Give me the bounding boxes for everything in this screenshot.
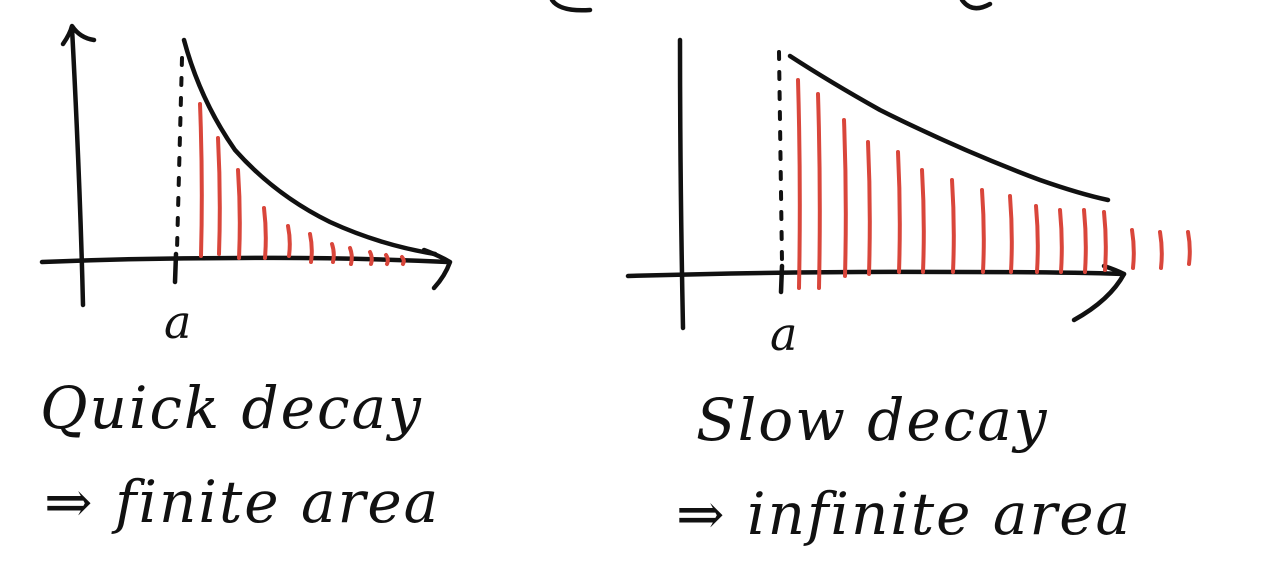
shading-stroke: [1008, 194, 1014, 274]
shading-stroke: [330, 242, 336, 264]
point-a-label: a: [770, 307, 797, 361]
shading-stroke: [1158, 230, 1164, 270]
a-tick: [778, 263, 785, 295]
finite-area-shading: [198, 102, 406, 266]
shading-stroke: [866, 140, 872, 276]
infinite-area-caption: ⇒ infinite area: [676, 480, 1132, 548]
x-axis-arrowhead: [1071, 263, 1127, 323]
shading-stroke: [262, 206, 268, 260]
finite-area-caption: ⇒ finite area: [44, 468, 440, 536]
slow-decay-caption: Slow decay: [696, 386, 1049, 454]
shading-stroke: [384, 253, 390, 266]
shading-stroke: [796, 78, 802, 290]
shading-stroke: [816, 92, 822, 290]
shading-stroke: [950, 178, 956, 274]
shading-stroke: [216, 136, 222, 256]
point-a-label: a: [164, 295, 191, 349]
cropped-heading-stroke: [549, 0, 593, 13]
a-dashed-line: [175, 56, 184, 252]
y-axis: [69, 25, 86, 308]
quick-decay-panel: a Quick decay ⇒ finite area: [39, 23, 453, 536]
cropped-heading-stroke: [959, 0, 993, 11]
shading-stroke: [1058, 208, 1064, 274]
shading-stroke: [1102, 210, 1108, 272]
a-dashed-line: [777, 50, 784, 264]
shading-stroke: [286, 224, 292, 258]
shading-stroke: [236, 168, 242, 260]
shading-stroke: [368, 250, 374, 266]
a-tick: [172, 251, 179, 285]
shading-stroke: [920, 168, 926, 274]
x-axis-arrowhead: [421, 247, 453, 291]
shading-stroke: [1186, 230, 1192, 266]
shading-stroke: [308, 232, 314, 264]
shading-stroke: [1130, 228, 1136, 270]
quick-decay-caption: Quick decay: [40, 374, 423, 442]
shading-stroke: [896, 150, 902, 274]
shading-stroke: [980, 188, 986, 274]
infinite-area-shading: [796, 78, 1192, 290]
shading-stroke: [1034, 204, 1040, 274]
y-axis: [677, 37, 686, 331]
shading-stroke: [348, 246, 354, 266]
slow-decay-curve: [787, 53, 1111, 203]
slow-decay-panel: a Slow decay ⇒ infinite area: [625, 37, 1192, 548]
y-axis-arrowhead: [60, 23, 97, 47]
shading-stroke: [1082, 208, 1088, 274]
shading-stroke: [400, 255, 406, 266]
shading-stroke: [198, 102, 204, 258]
quick-decay-curve: [181, 37, 438, 257]
shading-stroke: [842, 118, 848, 278]
x-axis: [625, 269, 1127, 279]
